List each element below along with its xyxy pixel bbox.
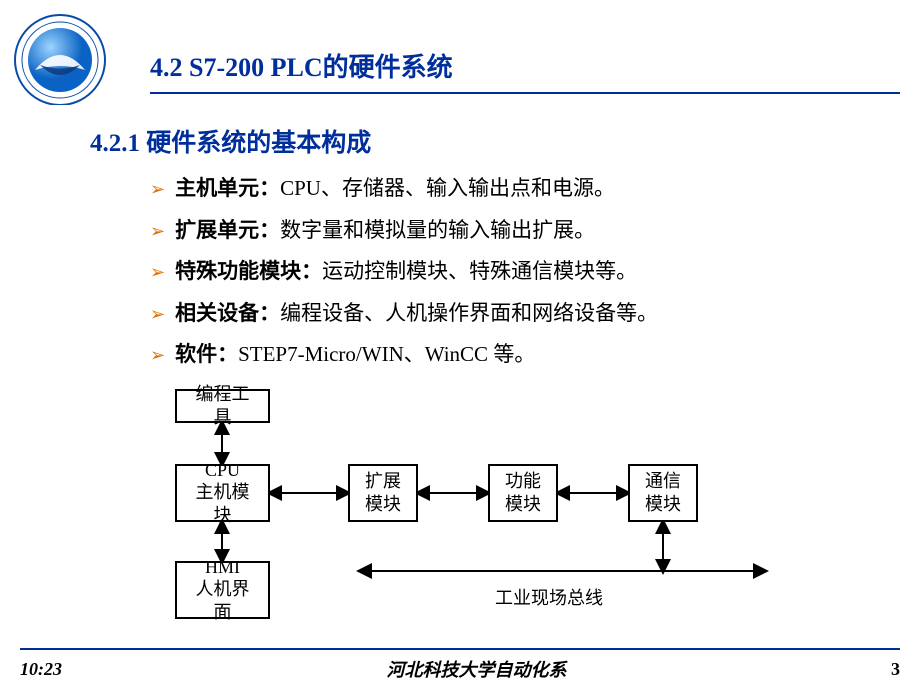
diagram-node-cpu: CPU主机模块 (175, 464, 270, 522)
footer-dept: 河北科技大学自动化系 (62, 656, 891, 682)
content: 4.2.1 硬件系统的基本构成 ➢主机单元：CPU、存储器、输入输出点和电源。➢… (0, 105, 920, 619)
arrow-icon: ➢ (150, 342, 165, 369)
arrow-icon: ➢ (150, 259, 165, 286)
bullet-item: ➢ 主机单元：CPU、存储器、输入输出点和电源。 (150, 173, 860, 205)
bullet-item: ➢ 扩展单元：数字量和模拟量的输入输出扩展。 (150, 215, 860, 247)
diagram-node-hmi: HMI人机界面 (175, 561, 270, 619)
arrow-icon: ➢ (150, 301, 165, 328)
footer-page: 3 (891, 659, 900, 680)
diagram-node-comm: 通信模块 (628, 464, 698, 522)
title-area: 4.2 S7-200 PLC的硬件系统 (110, 22, 900, 94)
bullet-item: ➢ 特殊功能模块：运动控制模块、特殊通信模块等。 (150, 256, 860, 288)
header-rule (150, 92, 900, 94)
bullet-text: 软件：STEP7-Micro/WIN、WinCC 等。 (175, 339, 535, 371)
diagram-bus-label: 工业现场总线 (495, 584, 603, 610)
bullet-list: ➢ 主机单元：CPU、存储器、输入输出点和电源。 ➢ 扩展单元：数字量和模拟量的输入输… (90, 173, 860, 371)
header: 4.2 S7-200 PLC的硬件系统 (0, 0, 920, 105)
system-diagram: 编程工具 CPU主机模块 HMI人机界面 扩展模块 功能模块 通信模块工业现场总线 (165, 389, 785, 619)
diagram-node-ext: 扩展模块 (348, 464, 418, 522)
footer-rule (20, 648, 900, 650)
university-logo (10, 10, 110, 105)
footer: 10:23 河北科技大学自动化系 3 (0, 648, 920, 690)
diagram-wrap: 编程工具 CPU主机模块 HMI人机界面 扩展模块 功能模块 通信模块工业现场总线 (90, 389, 860, 619)
diagram-node-prog: 编程工具 (175, 389, 270, 423)
page-title: 4.2 S7-200 PLC的硬件系统 (150, 47, 900, 84)
footer-time: 10:23 (20, 659, 62, 680)
bullet-item: ➢ 软件：STEP7-Micro/WIN、WinCC 等。 (150, 339, 860, 371)
bullet-text: 特殊功能模块：运动控制模块、特殊通信模块等。 (175, 256, 637, 288)
arrow-icon: ➢ (150, 218, 165, 245)
diagram-node-func: 功能模块 (488, 464, 558, 522)
bullet-item: ➢ 相关设备：编程设备、人机操作界面和网络设备等。 (150, 298, 860, 330)
bullet-text: 主机单元：CPU、存储器、输入输出点和电源。 (175, 173, 615, 205)
arrow-icon: ➢ (150, 176, 165, 203)
section-subtitle: 4.2.1 硬件系统的基本构成 (90, 123, 860, 159)
bullet-text: 扩展单元：数字量和模拟量的输入输出扩展。 (175, 215, 595, 247)
bullet-text: 相关设备：编程设备、人机操作界面和网络设备等。 (175, 298, 658, 330)
